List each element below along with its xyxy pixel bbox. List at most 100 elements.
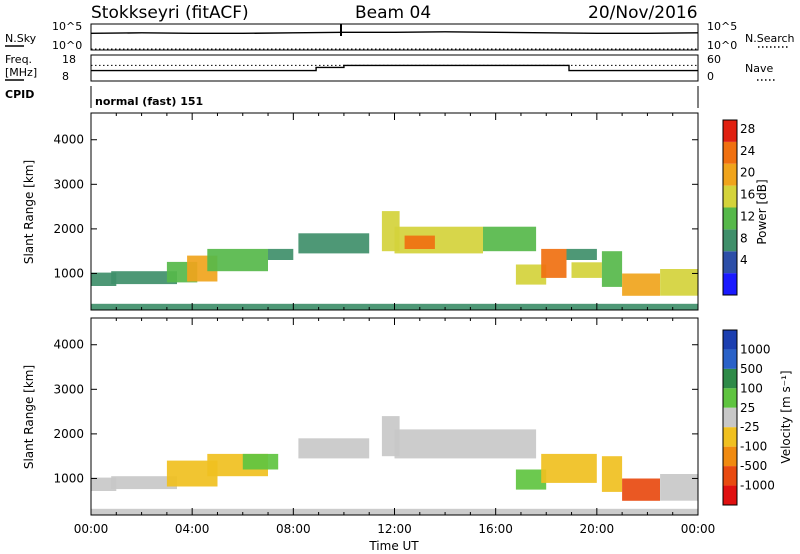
velocity-colorbar-tick: 100 — [740, 381, 763, 395]
x-tick-label: 08:00 — [276, 522, 311, 536]
velocity-region — [394, 429, 537, 459]
cpid-value: normal (fast) 151 — [95, 95, 203, 108]
power-colorbar-swatch — [723, 141, 737, 164]
velocity-colorbar-tick: 1000 — [740, 342, 771, 356]
velocity-region — [111, 476, 177, 490]
velocity-colorbar-swatch — [723, 407, 737, 428]
velocity-colorbar-swatch — [723, 349, 737, 369]
power-colorbar-swatch — [723, 273, 737, 295]
power-region — [404, 235, 435, 249]
velocity-colorbar-tick: -100 — [740, 440, 767, 454]
velocity-colorbar-tick: 25 — [740, 401, 755, 415]
noise-left-label: N.Sky — [5, 32, 37, 45]
velocity-colorbar-swatch — [723, 485, 737, 505]
beam-title: Beam 04 — [355, 3, 431, 23]
velocity-region — [622, 478, 660, 501]
power-region — [541, 248, 567, 278]
velocity-colorbar-tick: 500 — [740, 362, 763, 376]
velocity-colorbar-tick: -1000 — [740, 479, 775, 493]
power-colorbar-tick: 12 — [740, 209, 755, 223]
cpid-label: CPID — [5, 88, 34, 101]
freq-label-line1: Freq. — [5, 53, 32, 66]
power-colorbar-frame — [722, 119, 738, 296]
noise-right-tick-top: 10^5 — [707, 20, 737, 33]
x-tick-label: 16:00 — [478, 522, 513, 536]
x-tick-label: 00:00 — [74, 522, 109, 536]
power-ylabel: Slant Range [km] — [22, 160, 36, 264]
freq-tick-top: 18 — [62, 53, 76, 66]
power-colorbar-tick: 8 — [740, 231, 748, 245]
velocity-region — [541, 453, 597, 483]
power-region — [483, 226, 537, 252]
power-colorbar-swatch — [723, 185, 737, 208]
station-title: Stokkseyri (fitACF) — [91, 3, 249, 23]
power-region — [601, 251, 623, 287]
velocity-ytick-label: 2000 — [53, 427, 84, 441]
power-colorbar-swatch — [723, 120, 737, 142]
nave-tick-top: 60 — [707, 53, 721, 66]
power-region — [622, 273, 660, 296]
noise-right-tick-bottom: 10^0 — [707, 39, 737, 52]
power-ytick-label: 3000 — [53, 177, 84, 191]
power-region — [515, 264, 547, 285]
velocity-colorbar-swatch — [723, 368, 737, 389]
velocity-colorbar-swatch — [723, 466, 737, 486]
power-ytick-label: 4000 — [53, 133, 84, 147]
power-region — [91, 272, 117, 286]
power-ytick-label: 1000 — [53, 266, 84, 280]
freq-label-line2: [MHz] — [5, 66, 37, 79]
nave-tick-bottom: 0 — [707, 70, 714, 83]
x-tick-label: 04:00 — [175, 522, 210, 536]
x-tick-label: 12:00 — [377, 522, 412, 536]
power-region — [660, 269, 698, 296]
power-ytick-label: 2000 — [53, 222, 84, 236]
velocity-colorbar-label: Velocity [m s⁻¹] — [779, 370, 793, 463]
noise-left-tick-top: 10^5 — [52, 20, 82, 33]
velocity-colorbar-swatch — [723, 446, 737, 467]
date-title: 20/Nov/2016 — [588, 3, 698, 23]
velocity-ylabel: Slant Range [km] — [22, 365, 36, 469]
velocity-ytick-label: 3000 — [53, 382, 84, 396]
power-region — [571, 262, 602, 278]
freq-panel-frame — [90, 54, 699, 82]
velocity-region — [601, 456, 623, 492]
velocity-ytick-label: 4000 — [53, 338, 84, 352]
freq-series — [91, 64, 698, 72]
velocity-colorbar-frame — [722, 329, 738, 506]
power-region — [268, 248, 294, 260]
power-colorbar-tick: 24 — [740, 144, 755, 158]
power-colorbar-tick: 28 — [740, 122, 755, 136]
noise-right-label: N.Search — [745, 32, 795, 45]
velocity-region — [660, 474, 698, 501]
power-colorbar-swatch — [723, 251, 737, 274]
noise-panel-frame — [90, 23, 699, 51]
velocity-region — [91, 477, 117, 491]
x-axis-label: Time UT — [368, 539, 419, 553]
velocity-panel: 1000 2000 3000 4000 Slant Range [km] 1000 50… — [22, 317, 793, 516]
nave-label: Nave — [745, 62, 773, 75]
velocity-ytick-label: 1000 — [53, 471, 84, 485]
power-colorbar-tick: 20 — [740, 166, 755, 180]
velocity-colorbar-tick: -25 — [740, 420, 760, 434]
velocity-region — [242, 453, 279, 470]
velocity-colorbar-swatch — [723, 427, 737, 447]
power-panel: 1000 2000 3000 4000 Slant Range [km] 28 24 20… — [22, 112, 769, 311]
velocity-region — [298, 438, 370, 459]
x-tick-label: 20:00 — [580, 522, 615, 536]
power-colorbar-tick: 4 — [740, 253, 748, 267]
velocity-colorbar-tick: -500 — [740, 459, 767, 473]
power-region — [111, 271, 177, 285]
noise-left-tick-bottom: 10^0 — [52, 39, 82, 52]
power-colorbar-swatch — [723, 229, 737, 252]
power-region — [298, 233, 370, 254]
power-colorbar-swatch — [723, 207, 737, 230]
power-region — [566, 248, 597, 260]
power-colorbar-swatch — [723, 163, 737, 186]
power-colorbar-tick: 16 — [740, 188, 755, 202]
noise-spike — [340, 24, 342, 36]
velocity-region — [515, 469, 547, 490]
velocity-colorbar-swatch — [723, 330, 737, 350]
velocity-colorbar-swatch — [723, 388, 737, 408]
freq-tick-bottom: 8 — [62, 70, 69, 83]
